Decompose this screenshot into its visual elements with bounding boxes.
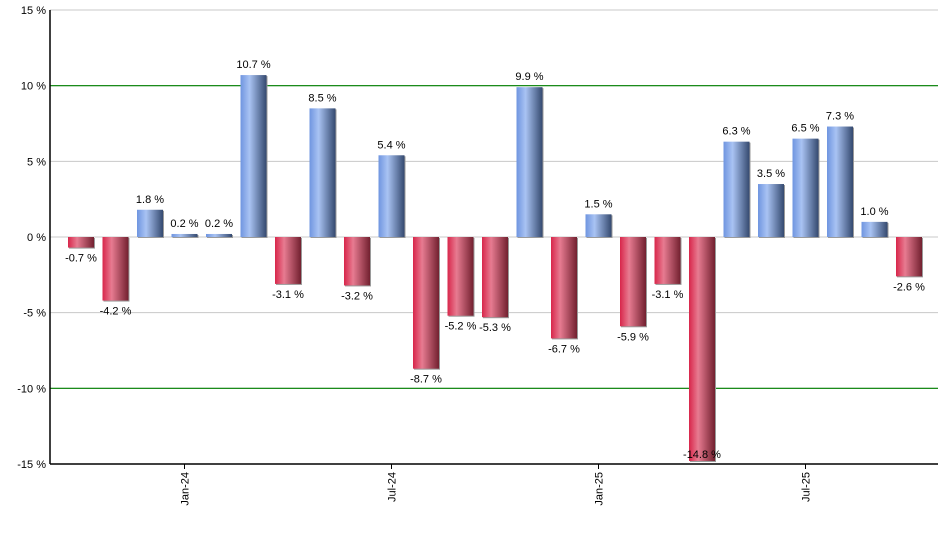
data-label: -14.8 % bbox=[683, 449, 721, 461]
bar-Jul-25 bbox=[792, 138, 819, 237]
x-tick-label: Jan-24 bbox=[180, 472, 192, 506]
data-label: 10.7 % bbox=[236, 59, 270, 71]
y-tick-label: 15 % bbox=[21, 5, 46, 17]
data-label: -8.7 % bbox=[410, 374, 442, 386]
y-tick-label: -10 % bbox=[17, 383, 46, 395]
bar-Feb-24 bbox=[206, 233, 232, 237]
bar-Apr-24 bbox=[275, 237, 301, 284]
x-tick-label: Jul-25 bbox=[801, 472, 813, 502]
bar-Dec-24 bbox=[551, 237, 577, 339]
data-label: 5.4 % bbox=[377, 139, 405, 151]
data-label: -4.2 % bbox=[100, 306, 132, 318]
bar-Dec-23 bbox=[137, 209, 163, 237]
data-label: 1.5 % bbox=[584, 198, 612, 210]
data-label: 3.5 % bbox=[757, 168, 785, 180]
data-label: -5.2 % bbox=[445, 321, 477, 333]
data-label: -2.6 % bbox=[893, 281, 925, 293]
bar-Jun-24 bbox=[344, 237, 370, 286]
bar-May-25 bbox=[723, 141, 750, 237]
data-label: -3.1 % bbox=[272, 289, 304, 301]
data-label: -5.9 % bbox=[617, 331, 649, 343]
bar-Apr-25 bbox=[689, 237, 715, 461]
data-label: 0.2 % bbox=[170, 218, 198, 230]
bar-Mar-24 bbox=[240, 75, 267, 237]
data-label: 7.3 % bbox=[826, 111, 854, 123]
data-label: 6.3 % bbox=[722, 126, 750, 138]
data-label: 9.9 % bbox=[515, 71, 543, 83]
bar-Oct-24 bbox=[482, 237, 508, 318]
y-tick-label: -15 % bbox=[17, 459, 46, 471]
x-tick-label: Jul-24 bbox=[387, 472, 399, 502]
data-label: -6.7 % bbox=[548, 343, 580, 355]
bar-Mar-25 bbox=[654, 237, 681, 284]
data-label: 1.0 % bbox=[860, 206, 888, 218]
bar-May-24 bbox=[309, 108, 336, 237]
bar-Aug-25 bbox=[827, 126, 853, 237]
data-label: -0.7 % bbox=[65, 253, 97, 265]
bar-Jul-24 bbox=[378, 155, 405, 237]
data-label: 8.5 % bbox=[308, 92, 336, 104]
data-label: -3.1 % bbox=[652, 289, 684, 301]
data-label: -3.2 % bbox=[341, 290, 373, 302]
y-tick-label: 0 % bbox=[27, 232, 46, 244]
bar-Oct-25 bbox=[896, 237, 922, 277]
data-label: 1.8 % bbox=[136, 194, 164, 206]
bar-Nov-24 bbox=[516, 87, 543, 238]
data-label: -5.3 % bbox=[479, 322, 511, 334]
bar-Feb-25 bbox=[620, 237, 646, 327]
bar-Jan-25 bbox=[585, 214, 612, 237]
bar-Jun-25 bbox=[758, 184, 784, 237]
y-tick-label: 10 % bbox=[21, 81, 46, 93]
bar-Nov-23 bbox=[102, 237, 129, 301]
bar-Sep-24 bbox=[447, 237, 474, 316]
bar-Jan-24 bbox=[171, 233, 198, 237]
y-tick-label: -5 % bbox=[23, 308, 46, 320]
bar-Oct-23 bbox=[68, 237, 94, 248]
y-tick-label: 5 % bbox=[27, 156, 46, 168]
x-tick-label: Jan-25 bbox=[594, 472, 606, 506]
data-label: 0.2 % bbox=[205, 218, 233, 230]
bar-Aug-24 bbox=[413, 237, 439, 369]
bar-Sep-25 bbox=[861, 221, 888, 237]
data-label: 6.5 % bbox=[791, 123, 819, 135]
